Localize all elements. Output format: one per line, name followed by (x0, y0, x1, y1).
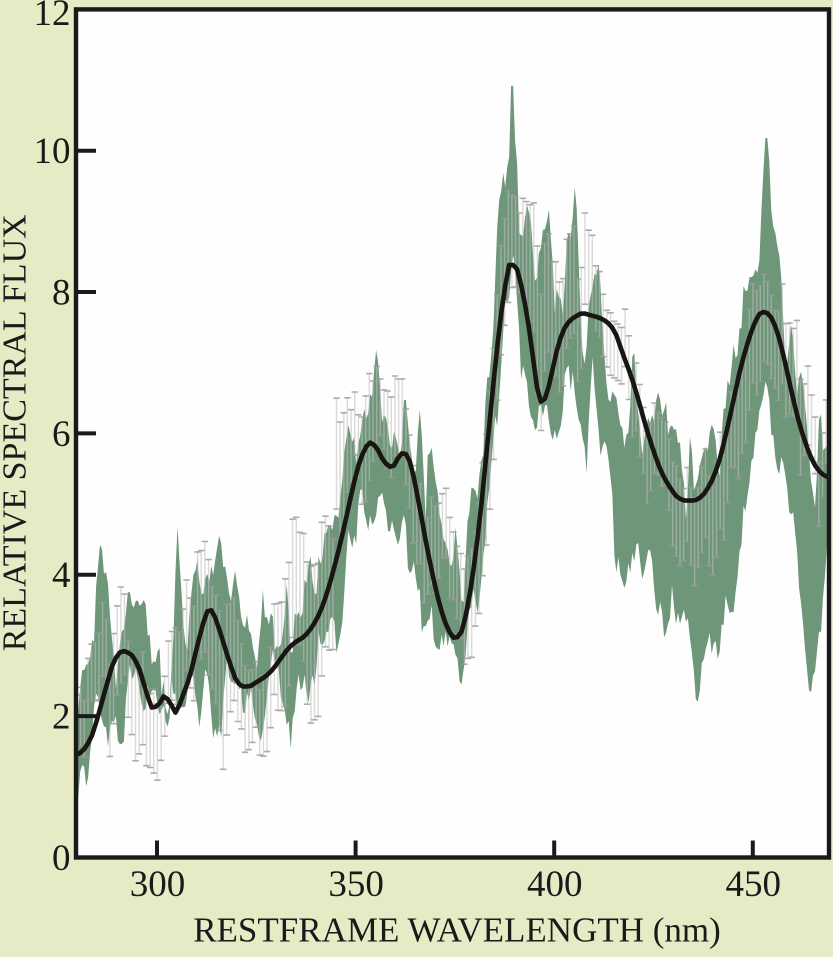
svg-text:400: 400 (527, 864, 583, 905)
svg-text:RESTFRAME WAVELENGTH (nm): RESTFRAME WAVELENGTH (nm) (193, 911, 721, 950)
svg-text:450: 450 (726, 864, 782, 905)
svg-text:350: 350 (328, 864, 384, 905)
svg-text:RELATIVE SPECTRAL FLUX: RELATIVE SPECTRAL FLUX (0, 214, 34, 651)
svg-text:6: 6 (52, 414, 71, 455)
svg-text:8: 8 (52, 272, 71, 313)
svg-text:300: 300 (130, 864, 186, 905)
svg-text:4: 4 (52, 555, 71, 596)
svg-text:2: 2 (52, 697, 71, 738)
svg-text:0: 0 (52, 838, 71, 879)
svg-text:10: 10 (34, 131, 71, 172)
svg-text:12: 12 (34, 0, 71, 34)
